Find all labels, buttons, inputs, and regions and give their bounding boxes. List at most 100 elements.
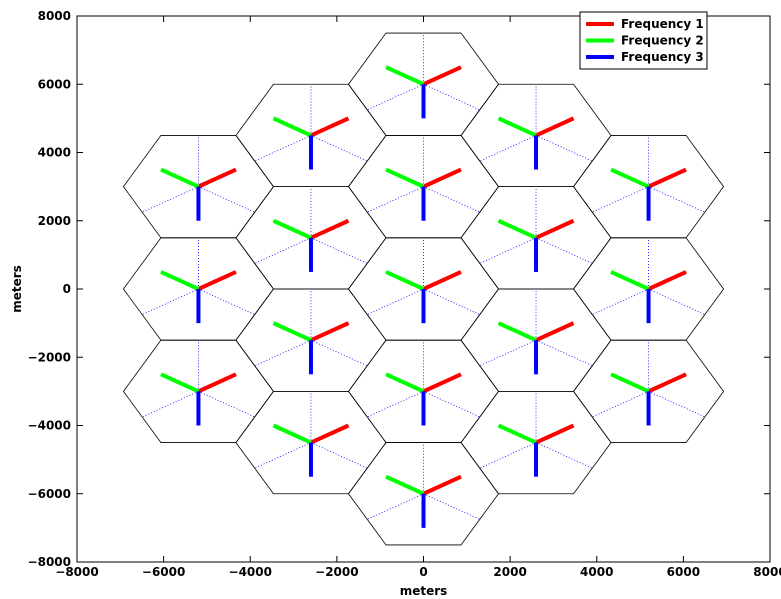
x-tick-label-3: −2000	[315, 565, 358, 579]
sector-boundary-18-210	[367, 493, 424, 520]
sector-1-cell-4	[422, 167, 462, 189]
sector-boundary-14-330	[423, 391, 480, 418]
sector-2-cell-6	[272, 218, 312, 240]
sector-1-cell-6	[310, 218, 350, 240]
sector-boundary-8-330	[198, 288, 255, 315]
sector-1-cell-11	[310, 321, 350, 343]
x-tick-label-8: 8000	[753, 565, 781, 579]
plot-area	[122, 32, 725, 546]
legend: Frequency 1 Frequency 2 Frequency 3	[579, 11, 708, 70]
sector-boundary-13-330	[198, 391, 255, 418]
sector-1-cell-13	[197, 372, 237, 394]
sector-2-cell-8	[160, 270, 200, 291]
x-tick-label-7: 6000	[667, 565, 700, 579]
x-tick-label-6: 4000	[580, 565, 613, 579]
sector-1-cell-17	[535, 423, 575, 445]
sector-1-cell-3	[197, 167, 237, 189]
sector-boundary-5-330	[648, 186, 705, 213]
sector-2-cell-2	[497, 116, 537, 138]
y-axis-label: meters	[10, 265, 24, 313]
sector-2-cell-3	[160, 167, 200, 189]
sector-2-cell-5	[610, 167, 650, 189]
sector-boundary-17-330	[535, 442, 593, 469]
plot-content	[122, 32, 725, 546]
sector-boundary-16-210	[254, 442, 312, 469]
sector-1-cell-7	[535, 218, 575, 240]
sector-1-cell-12	[535, 321, 575, 343]
sector-boundary-9-330	[423, 288, 480, 315]
x-tick-label-0: −8000	[55, 565, 98, 579]
sector-1-cell-14	[422, 372, 462, 394]
sector-boundary-0-210	[367, 83, 424, 111]
sector-boundary-12-330	[535, 339, 593, 367]
sector-2-cell-1	[272, 116, 312, 138]
hex-cell-18	[347, 442, 500, 546]
sector-boundary-4-330	[423, 186, 480, 213]
sector-boundary-2-210	[479, 135, 537, 162]
sector-1-cell-0	[422, 65, 462, 87]
sector-2-cell-0	[385, 65, 425, 87]
sector-1-cell-1	[310, 116, 350, 138]
sector-boundary-13-210	[142, 391, 199, 418]
axes: −8000 −6000 −4000 −2000 0 2000 4000 6000 8000 −80…	[10, 9, 781, 598]
sector-boundary-0-330	[423, 83, 480, 111]
sector-boundary-4-210	[367, 186, 424, 213]
sector-boundary-10-330	[648, 288, 705, 315]
sector-boundary-6-330	[310, 237, 368, 264]
x-tick-label-2: −4000	[229, 565, 272, 579]
sector-boundary-11-210	[254, 339, 312, 367]
sector-boundary-10-210	[592, 288, 649, 315]
sector-2-cell-16	[272, 423, 312, 445]
y-tick-label-1: −6000	[28, 487, 71, 501]
legend-label-3: Frequency 3	[621, 50, 704, 64]
sector-boundary-7-330	[535, 237, 593, 264]
legend-label-1: Frequency 1	[621, 17, 704, 31]
sector-boundary-7-210	[479, 237, 537, 264]
sector-boundary-9-210	[367, 288, 424, 315]
y-tick-label-4: 0	[63, 282, 71, 296]
sector-boundary-14-210	[367, 391, 424, 418]
sector-2-cell-9	[385, 270, 425, 291]
sector-1-cell-18	[422, 474, 462, 496]
sector-2-cell-13	[160, 372, 200, 394]
sector-boundary-11-330	[310, 339, 368, 367]
y-tick-label-8: 8000	[38, 9, 71, 23]
sector-1-cell-8	[197, 270, 237, 291]
sector-1-cell-2	[535, 116, 575, 138]
sector-1-cell-9	[422, 270, 462, 291]
y-tick-label-5: 2000	[38, 214, 71, 228]
y-tick-label-0: −8000	[28, 555, 71, 569]
legend-label-2: Frequency 2	[621, 34, 704, 48]
sector-boundary-16-330	[310, 442, 368, 469]
sector-boundary-5-210	[592, 186, 649, 213]
sector-2-cell-18	[385, 474, 425, 496]
x-tick-label-5: 2000	[493, 565, 526, 579]
sector-1-cell-10	[647, 270, 687, 291]
sector-2-cell-7	[497, 218, 537, 240]
sector-boundary-8-210	[142, 288, 199, 315]
x-axis-label: meters	[400, 584, 448, 598]
sector-1-cell-15	[647, 372, 687, 394]
sector-2-cell-11	[272, 321, 312, 343]
sector-2-cell-4	[385, 167, 425, 189]
sector-2-cell-14	[385, 372, 425, 394]
sector-boundary-15-210	[592, 391, 649, 418]
x-tick-label-1: −6000	[142, 565, 185, 579]
y-tick-label-7: 6000	[38, 77, 71, 91]
sector-2-cell-15	[610, 372, 650, 394]
sector-boundary-3-330	[198, 186, 255, 213]
sector-2-cell-17	[497, 423, 537, 445]
sector-boundary-18-330	[423, 493, 480, 520]
sector-boundary-12-210	[479, 339, 537, 367]
sector-boundary-6-210	[254, 237, 312, 264]
y-tick-label-3: −2000	[28, 350, 71, 364]
sector-2-cell-12	[497, 321, 537, 343]
sector-boundary-1-210	[254, 135, 312, 162]
y-tick-label-6: 4000	[38, 146, 71, 160]
x-tick-label-4: 0	[419, 565, 427, 579]
sector-boundary-3-210	[142, 186, 199, 213]
y-tick-label-2: −4000	[28, 419, 71, 433]
sector-boundary-1-330	[310, 135, 368, 162]
sector-1-cell-5	[647, 167, 687, 189]
